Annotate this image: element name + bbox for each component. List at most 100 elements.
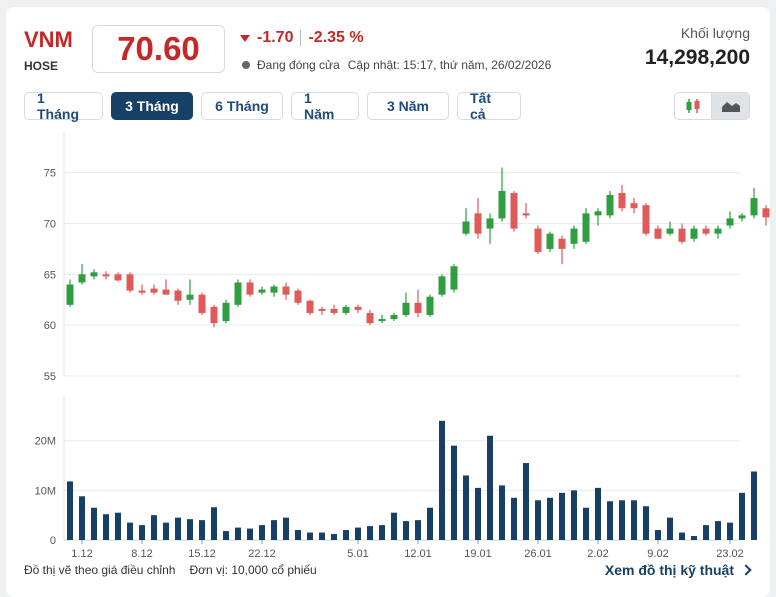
volume-bar bbox=[475, 487, 481, 540]
x-tick-label: 9.02 bbox=[647, 548, 668, 560]
candle bbox=[666, 221, 674, 236]
x-tick-label: 5.01 bbox=[347, 548, 368, 560]
tab-all[interactable]: Tất cả bbox=[457, 90, 521, 122]
candle-body bbox=[342, 306, 350, 313]
candle bbox=[162, 279, 170, 295]
change-percent: -2.35 % bbox=[308, 29, 364, 46]
x-tick-label: 2.02 bbox=[587, 548, 608, 560]
volume-bar bbox=[223, 531, 229, 540]
candlestick-chart-button[interactable] bbox=[674, 92, 712, 120]
volume-bar bbox=[67, 481, 73, 540]
change-value: -1.70 bbox=[257, 29, 294, 46]
x-tick-label: 19.01 bbox=[464, 548, 492, 560]
volume-bar bbox=[271, 520, 277, 540]
candle bbox=[126, 272, 134, 293]
tab-1-year[interactable]: 1 Năm bbox=[291, 90, 359, 122]
tab-1-month[interactable]: 1 Tháng bbox=[24, 90, 103, 122]
candle bbox=[642, 203, 650, 236]
candle bbox=[270, 284, 278, 297]
candle-body bbox=[474, 213, 482, 234]
volume-bar bbox=[523, 463, 529, 540]
candle bbox=[462, 208, 470, 236]
candle bbox=[150, 284, 158, 295]
volume-bar bbox=[103, 514, 109, 540]
candle-body bbox=[750, 198, 758, 216]
technical-chart-link-label: Xem đồ thị kỹ thuật bbox=[604, 562, 734, 578]
candle bbox=[606, 190, 614, 219]
price-tick-label: 65 bbox=[44, 269, 56, 281]
price-change: -1.70 -2.35 % bbox=[240, 29, 364, 47]
candle bbox=[486, 213, 494, 244]
volume-bar bbox=[511, 497, 517, 540]
candle bbox=[246, 279, 254, 297]
candle-body bbox=[126, 274, 134, 291]
candle bbox=[402, 292, 410, 318]
candle-body bbox=[282, 286, 290, 295]
candle bbox=[390, 312, 398, 322]
volume-bar bbox=[235, 527, 241, 540]
volume-tick-label: 10M bbox=[35, 485, 56, 497]
tab-6-months[interactable]: 6 Tháng bbox=[201, 92, 283, 120]
candle-body bbox=[654, 228, 662, 239]
volume-bar bbox=[739, 492, 745, 540]
tab-3-years[interactable]: 3 Năm bbox=[367, 92, 449, 120]
current-price: 70.60 bbox=[92, 25, 225, 73]
candle-body bbox=[582, 213, 590, 242]
candle bbox=[366, 309, 374, 326]
x-tick-label: 26.01 bbox=[524, 548, 552, 560]
candle-body bbox=[558, 238, 566, 249]
status-text: Đang đóng cửa bbox=[257, 58, 340, 72]
chart-type-toggle bbox=[674, 92, 750, 120]
candle-body bbox=[702, 228, 710, 234]
candle-body bbox=[690, 228, 698, 239]
candle-body bbox=[570, 228, 578, 244]
candle-body bbox=[522, 213, 530, 216]
volume-tick-label: 0 bbox=[50, 535, 56, 547]
candle bbox=[90, 269, 98, 280]
candle-body bbox=[162, 289, 170, 295]
volume-bar bbox=[427, 507, 433, 540]
volume-bar bbox=[679, 532, 685, 540]
candle-body bbox=[318, 308, 326, 311]
ticker-symbol: VNM bbox=[24, 27, 73, 52]
candle-body bbox=[666, 228, 674, 234]
candle bbox=[306, 299, 314, 315]
volume-grid bbox=[63, 396, 740, 541]
candle-body bbox=[78, 274, 86, 283]
price-tick-label: 75 bbox=[44, 168, 56, 180]
volume-bar bbox=[451, 445, 457, 540]
candle bbox=[138, 284, 146, 295]
candle-body bbox=[402, 302, 410, 315]
candle-body bbox=[438, 276, 446, 295]
status-dot-icon bbox=[242, 61, 250, 69]
technical-chart-link[interactable]: Xem đồ thị kỹ thuật bbox=[604, 562, 752, 578]
candle-body bbox=[138, 290, 146, 293]
price-tick-label: 60 bbox=[44, 320, 56, 332]
candle bbox=[222, 299, 230, 324]
area-chart-button[interactable] bbox=[712, 92, 750, 120]
candle-body bbox=[354, 306, 362, 310]
candlestick-series bbox=[66, 167, 770, 328]
candle-body bbox=[366, 312, 374, 324]
chart-footnote: Đồ thị vẽ theo giá điều chỉnh Đơn vị: 10… bbox=[24, 563, 317, 577]
volume-bar bbox=[667, 517, 673, 540]
volume-bar bbox=[559, 492, 565, 540]
candle bbox=[678, 223, 686, 244]
candle bbox=[330, 304, 338, 315]
volume-bar bbox=[139, 525, 145, 540]
candle-body bbox=[258, 289, 266, 293]
candle-body bbox=[738, 215, 746, 219]
volume-bar bbox=[199, 520, 205, 540]
candle bbox=[690, 225, 698, 242]
volume-bar bbox=[439, 420, 445, 540]
candle-body bbox=[150, 288, 158, 293]
volume-bar bbox=[415, 520, 421, 540]
candle-body bbox=[546, 233, 554, 249]
tab-3-months[interactable]: 3 Tháng bbox=[111, 92, 193, 120]
volume-bar bbox=[715, 521, 721, 540]
unit-note: Đơn vị: 10,000 cổ phiếu bbox=[189, 563, 317, 577]
price-grid bbox=[63, 132, 740, 377]
candle bbox=[114, 272, 122, 282]
x-tick-label: 15.12 bbox=[188, 548, 216, 560]
stock-chart: 55 60 65 70 75 0 10M 20M 1.12 8.12 15.12 22.12 5.0… bbox=[35, 132, 770, 560]
